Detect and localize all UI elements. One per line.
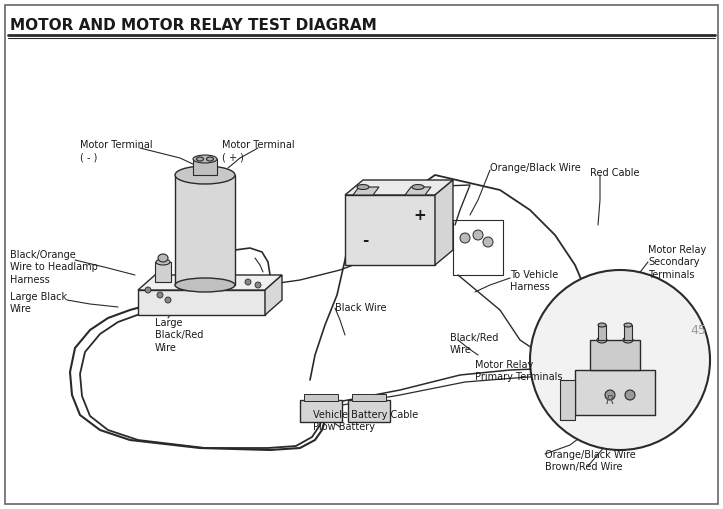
Ellipse shape	[175, 278, 235, 292]
Text: Motor Terminal
( - ): Motor Terminal ( - )	[80, 140, 153, 162]
Bar	[624, 325, 632, 340]
Circle shape	[530, 270, 710, 450]
Polygon shape	[590, 340, 640, 370]
Ellipse shape	[175, 166, 235, 184]
Text: Black/Red
Wire: Black/Red Wire	[450, 333, 498, 355]
Circle shape	[145, 287, 151, 293]
Polygon shape	[265, 275, 282, 315]
Circle shape	[483, 237, 493, 247]
Text: +: +	[414, 208, 427, 222]
Text: Motor Terminal
( + ): Motor Terminal ( + )	[222, 140, 295, 162]
Circle shape	[245, 279, 251, 285]
Text: Motor Relay
Primary Terminals: Motor Relay Primary Terminals	[475, 360, 562, 382]
Polygon shape	[560, 380, 575, 420]
Polygon shape	[345, 180, 453, 195]
Text: Large Black
Wire: Large Black Wire	[10, 292, 67, 315]
Text: MOTOR AND MOTOR RELAY TEST DIAGRAM: MOTOR AND MOTOR RELAY TEST DIAGRAM	[10, 18, 377, 33]
Text: Black Wire: Black Wire	[335, 303, 387, 313]
Bar	[155, 262, 171, 282]
Bar	[304, 394, 338, 401]
Circle shape	[473, 230, 483, 240]
Bar	[175, 175, 235, 285]
Ellipse shape	[156, 259, 170, 265]
Bar	[352, 394, 386, 401]
Text: Orange/Black Wire: Orange/Black Wire	[490, 163, 581, 173]
Ellipse shape	[412, 184, 424, 189]
Ellipse shape	[623, 337, 633, 343]
Circle shape	[157, 292, 163, 298]
Ellipse shape	[598, 323, 606, 327]
Text: Orange/Black Wire: Orange/Black Wire	[545, 450, 636, 460]
Polygon shape	[405, 187, 431, 195]
Polygon shape	[575, 370, 655, 415]
Polygon shape	[353, 187, 379, 195]
Text: Black/Orange
Wire to Headlamp
Harness: Black/Orange Wire to Headlamp Harness	[10, 250, 98, 285]
Bar	[598, 325, 606, 340]
Text: Large
Black/Red
Wire: Large Black/Red Wire	[155, 318, 203, 353]
Ellipse shape	[207, 157, 213, 161]
Circle shape	[165, 297, 171, 303]
Text: Plow Battery: Plow Battery	[313, 422, 375, 432]
Text: Vehicle Battery Cable: Vehicle Battery Cable	[313, 410, 418, 420]
Ellipse shape	[624, 323, 632, 327]
Ellipse shape	[197, 157, 203, 161]
Polygon shape	[138, 275, 282, 290]
Text: -: -	[362, 233, 368, 247]
Circle shape	[460, 233, 470, 243]
Ellipse shape	[158, 254, 168, 262]
Polygon shape	[138, 290, 265, 315]
Bar	[193, 159, 217, 175]
Text: Brown/Red Wire: Brown/Red Wire	[545, 462, 623, 472]
Bar	[348, 400, 390, 422]
Ellipse shape	[193, 155, 217, 163]
Text: 45: 45	[690, 324, 706, 336]
Polygon shape	[345, 195, 435, 265]
Text: Red Cable: Red Cable	[590, 168, 640, 178]
Circle shape	[255, 282, 261, 288]
Polygon shape	[435, 180, 453, 265]
Ellipse shape	[597, 337, 607, 343]
Text: To Vehicle
Harness: To Vehicle Harness	[510, 270, 558, 292]
Bar	[300, 400, 342, 422]
Ellipse shape	[357, 184, 369, 189]
Text: R: R	[606, 393, 615, 407]
Circle shape	[605, 390, 615, 400]
Text: Motor Relay
Secondary
Terminals: Motor Relay Secondary Terminals	[648, 245, 706, 280]
Circle shape	[625, 390, 635, 400]
